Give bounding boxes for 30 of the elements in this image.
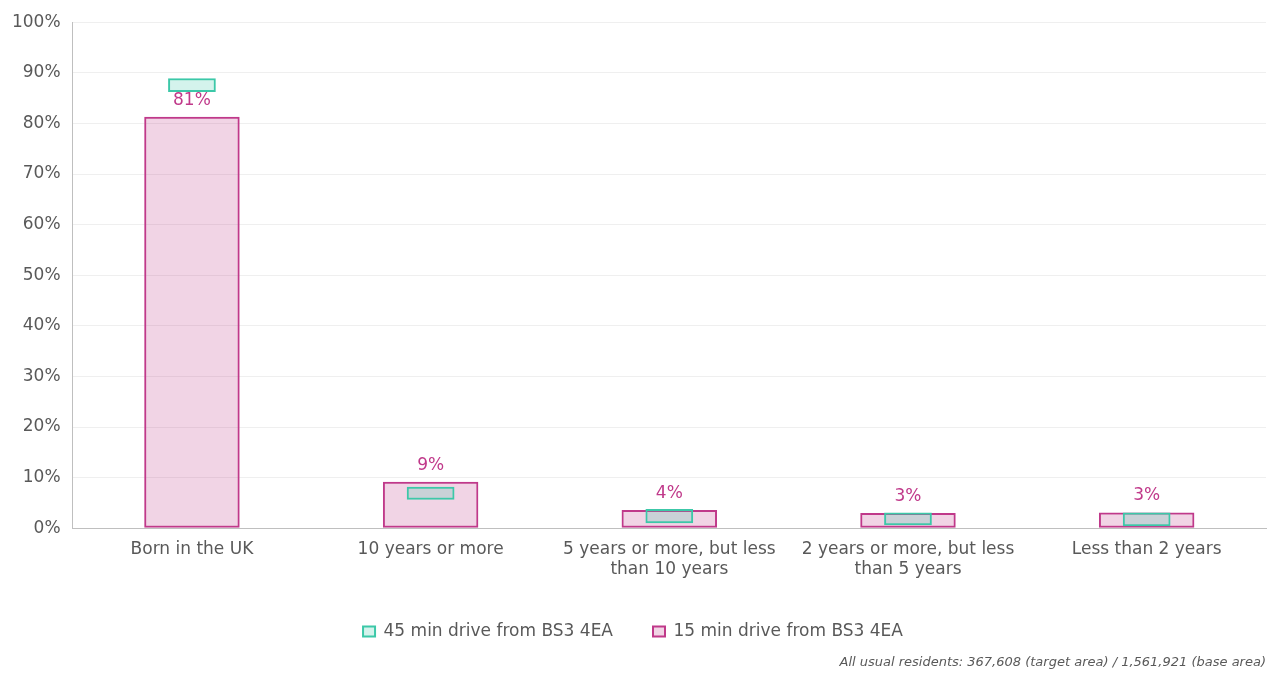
y-tick-label: 10% (22, 466, 61, 487)
x-tick-label: 5 years or more, but less than 10 years (563, 537, 776, 579)
y-tick-label: 30% (22, 364, 61, 385)
data-label: 3% (894, 484, 922, 505)
y-tick-label: 70% (22, 162, 61, 183)
y-tick-label: 0% (33, 516, 61, 537)
y-tick-label: 60% (22, 213, 61, 234)
x-tick-label: Less than 2 years (1071, 537, 1222, 558)
bar (168, 78, 216, 93)
data-label: 81% (173, 88, 211, 109)
y-tick-label: 80% (22, 111, 61, 132)
y-tick-label: 90% (22, 61, 61, 82)
bar (1122, 512, 1171, 527)
text: All usual residents: 367,608 (target area) / 1,561,921 (base area) (839, 654, 1266, 669)
legend-label: 45 min drive from BS3 4EA (383, 619, 614, 640)
bar (884, 512, 932, 526)
y-tick-label: 50% (22, 263, 61, 284)
y-tick-label: 100% (11, 10, 61, 31)
bar (645, 508, 694, 524)
x-tick-label: Born in the UK (130, 537, 255, 558)
data-label: 3% (1133, 484, 1161, 505)
data-label: 9% (417, 453, 445, 474)
x-tick-label: 10 years or more (357, 537, 504, 558)
bar (406, 486, 455, 500)
data-label: 4% (655, 481, 683, 502)
bar (144, 116, 240, 528)
y-tick-label: 40% (22, 314, 61, 335)
x-tick-label: 2 years or more, but less than 5 years (801, 537, 1015, 579)
legend-label: 15 min drive from BS3 4EA (673, 619, 904, 640)
y-tick-label: 20% (22, 415, 61, 436)
